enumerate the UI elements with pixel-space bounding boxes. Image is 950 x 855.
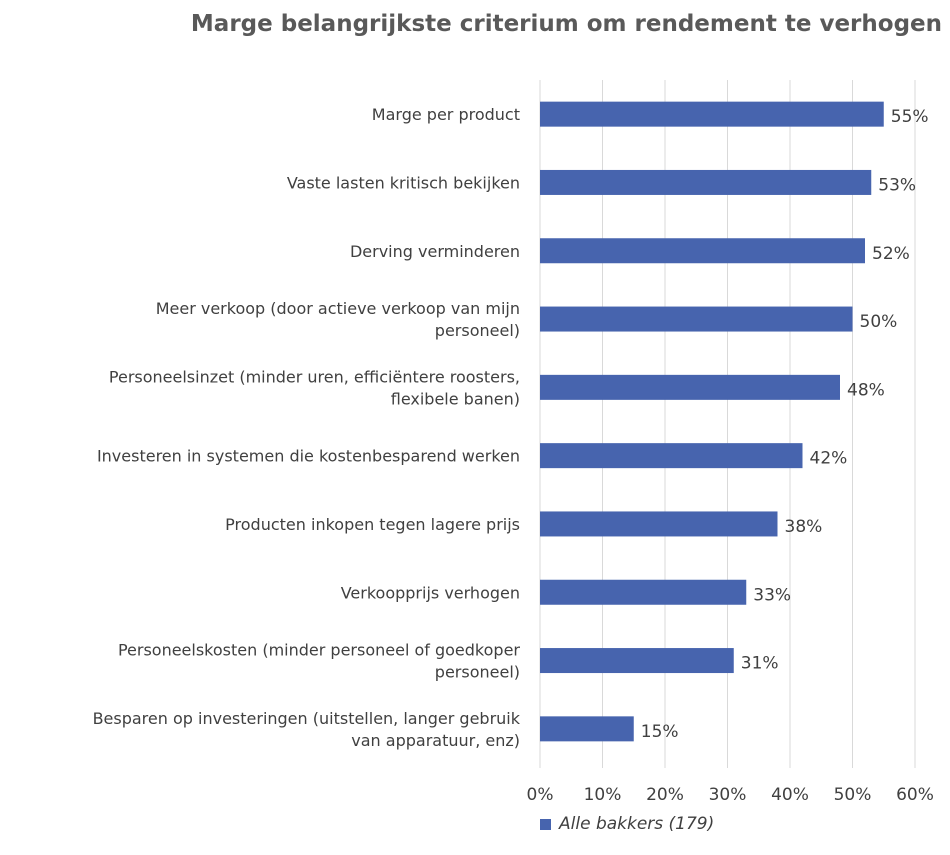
category-label: flexibele banen)	[391, 389, 520, 408]
x-tick-label: 10%	[584, 785, 622, 805]
labels: 0% 10% 20% 30% 40% 50% 60% 55% Marge per product…	[93, 105, 934, 805]
bar	[540, 238, 865, 264]
category-label: Personeelskosten (minder personeel of go…	[118, 641, 520, 660]
bar	[540, 306, 853, 332]
category-label: Besparen op investeringen (uitstellen, l…	[93, 709, 521, 728]
category-label: Marge per product	[372, 105, 520, 124]
data-label: 55%	[891, 107, 929, 127]
category-label: Producten inkopen tegen lagere prijs	[225, 515, 520, 534]
category-label: Personeelsinzet (minder uren, efficiënte…	[109, 367, 520, 386]
bar	[540, 169, 872, 195]
bar	[540, 101, 884, 127]
data-label: 50%	[860, 312, 898, 332]
category-label: Derving verminderen	[350, 242, 520, 261]
data-label: 15%	[641, 722, 679, 742]
data-label: 42%	[810, 449, 848, 469]
x-tick-label: 0%	[527, 785, 554, 805]
chart-title: Marge belangrijkste criterium om rendeme…	[190, 11, 942, 37]
bar	[540, 579, 747, 605]
x-tick-label: 20%	[646, 785, 684, 805]
legend-label: Alle bakkers (179)	[559, 814, 715, 834]
data-label: 53%	[878, 175, 916, 195]
bar	[540, 716, 634, 742]
data-label: 33%	[753, 585, 791, 605]
category-label: Verkoopprijs verhogen	[341, 583, 520, 602]
x-tick-label: 60%	[896, 785, 934, 805]
category-label: van apparatuur, enz)	[351, 731, 520, 750]
bars	[540, 101, 884, 742]
legend-swatch	[540, 818, 551, 830]
bar	[540, 648, 734, 674]
data-label: 48%	[847, 380, 885, 400]
data-label: 52%	[872, 244, 910, 264]
bar	[540, 511, 778, 537]
data-label: 38%	[785, 517, 823, 537]
category-label: Vaste lasten kritisch bekijken	[287, 173, 520, 192]
category-label: personeel)	[435, 663, 520, 682]
x-tick-label: 30%	[709, 785, 747, 805]
x-tick-label: 40%	[771, 785, 809, 805]
legend: Alle bakkers (179)	[540, 812, 714, 836]
category-label: personeel)	[435, 321, 520, 340]
category-label: Meer verkoop (door actieve verkoop van m…	[156, 299, 520, 318]
bar	[540, 443, 803, 469]
data-label: 31%	[741, 654, 779, 674]
x-tick-label: 50%	[834, 785, 872, 805]
bar	[540, 374, 840, 400]
category-label: Investeren in systemen die kostenbespare…	[97, 447, 520, 466]
